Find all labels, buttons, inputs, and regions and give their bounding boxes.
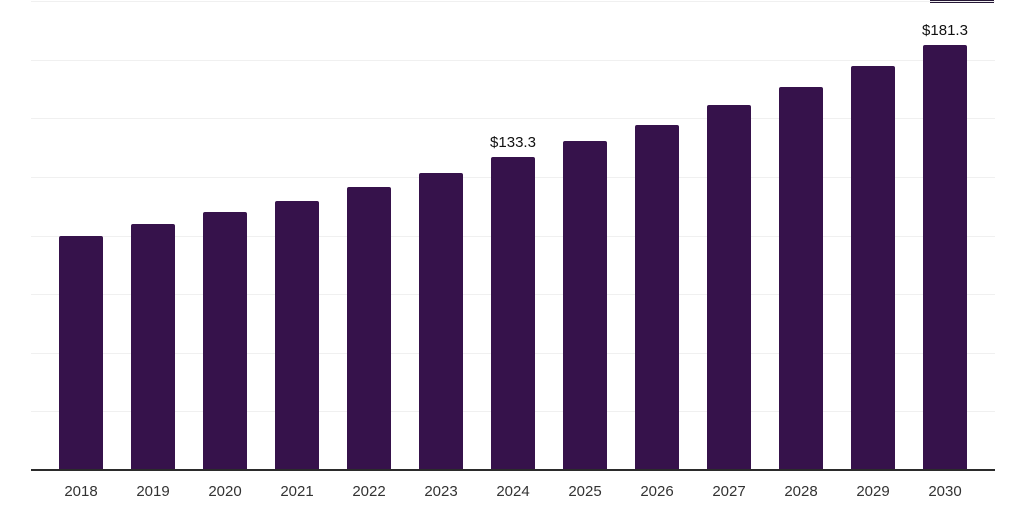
bar-2026[interactable] [635,124,679,470]
bar-value-label: $181.3 [922,21,968,39]
bar-slot [765,1,837,470]
x-tick-label: 2024 [496,483,530,500]
x-tick-label: 2029 [856,483,890,500]
bar-value-label: $133.3 [490,134,536,152]
x-tick-label: 2026 [640,483,674,500]
bar-slot [189,1,261,470]
x-axis-line [31,469,995,471]
bar-slot [45,1,117,470]
gridline [31,59,995,61]
x-tick-label: 2027 [712,483,746,500]
bar-slot [621,1,693,470]
bar-slot [405,1,477,470]
bar-2020[interactable] [203,211,247,470]
bar-2030[interactable] [923,44,967,470]
x-tick-label: 2022 [352,483,386,500]
bar-2019[interactable] [131,224,175,470]
gridline [31,118,995,120]
x-tick-label: 2019 [136,483,170,500]
x-tick-label: 2028 [784,483,818,500]
bar-2029[interactable] [851,66,895,470]
bar-slot [549,1,621,470]
bar-2024[interactable] [491,157,535,470]
x-axis-tick-labels: 2018 2019 2020 2021 2022 2023 2024 2025 2026 2027… [31,482,995,502]
bar-2021[interactable] [275,200,319,470]
bar-slot [117,1,189,470]
bar-2018[interactable] [59,235,103,470]
bars-row: $133.3 $181.3 [45,1,981,470]
x-tick-label: 2020 [208,483,242,500]
bar-2028[interactable] [779,87,823,470]
x-tick-label: 2021 [280,483,314,500]
x-tick-label: 2023 [424,483,458,500]
bar-slot [693,1,765,470]
bar-2025[interactable] [563,141,607,470]
bar-2022[interactable] [347,187,391,470]
x-tick-label: 2030 [928,483,962,500]
plot-area: $133.3 $181.3 [31,1,995,471]
bar-2027[interactable] [707,105,751,470]
bar-slot [261,1,333,470]
gridline [31,1,995,2]
bar-slot [333,1,405,470]
bar-slot [837,1,909,470]
x-tick-label: 2018 [64,483,98,500]
bar-2023[interactable] [419,172,463,470]
bar-slot: $181.3 [909,1,981,470]
bar-slot: $133.3 [477,1,549,470]
x-tick-label: 2025 [568,483,602,500]
